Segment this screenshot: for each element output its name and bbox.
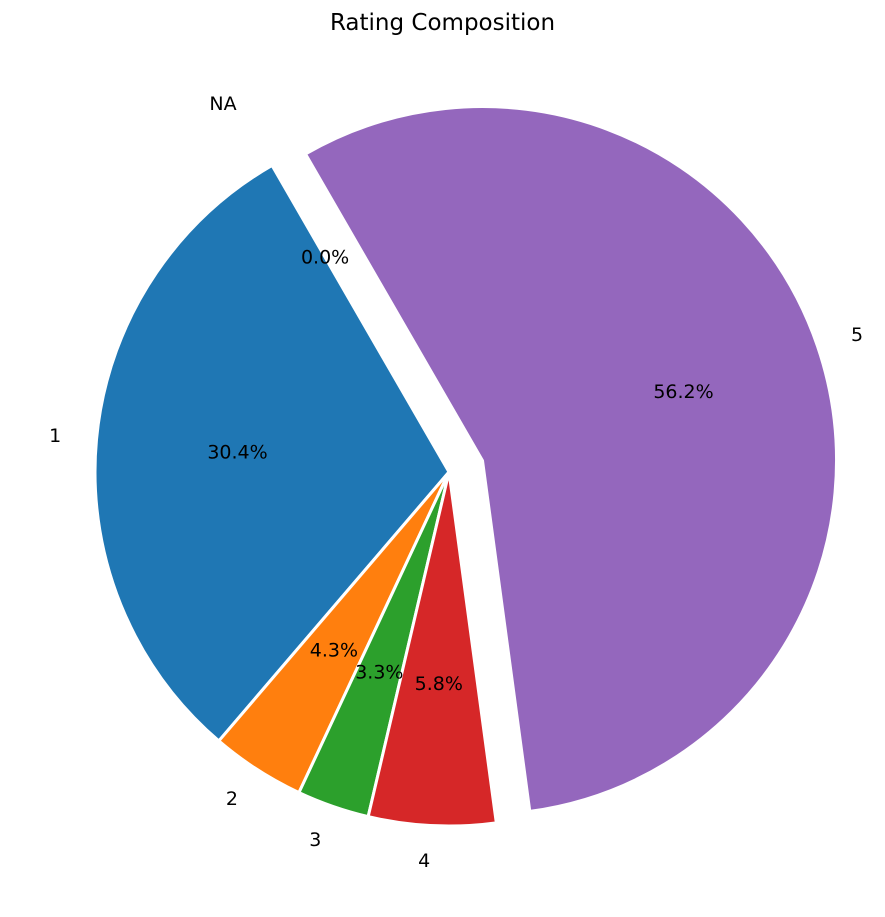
labels-layer: 1 30.4% 2 4.3% 3 3.3% 4 5.8% 5 56.2% NA 0.0% xyxy=(49,93,863,872)
slice-percent-5: 56.2% xyxy=(653,381,713,403)
slices-layer xyxy=(93,105,838,828)
chart-title: Rating Composition xyxy=(329,10,556,36)
slice-label-2: 2 xyxy=(226,788,238,810)
pie-slice-1 xyxy=(93,163,451,743)
slice-label-na: NA xyxy=(209,93,236,115)
slice-label-5: 5 xyxy=(851,324,863,346)
pie-slice-4 xyxy=(366,470,498,828)
pie-slice-5 xyxy=(304,105,838,813)
slice-label-1: 1 xyxy=(49,425,61,447)
slice-percent-3: 3.3% xyxy=(355,662,403,684)
slice-percent-na: 0.0% xyxy=(301,246,349,268)
slice-label-3: 3 xyxy=(309,829,321,851)
slice-percent-4: 5.8% xyxy=(415,673,463,695)
slice-percent-1: 30.4% xyxy=(207,441,267,463)
slice-label-4: 4 xyxy=(418,850,430,872)
slice-percent-2: 4.3% xyxy=(310,639,358,661)
